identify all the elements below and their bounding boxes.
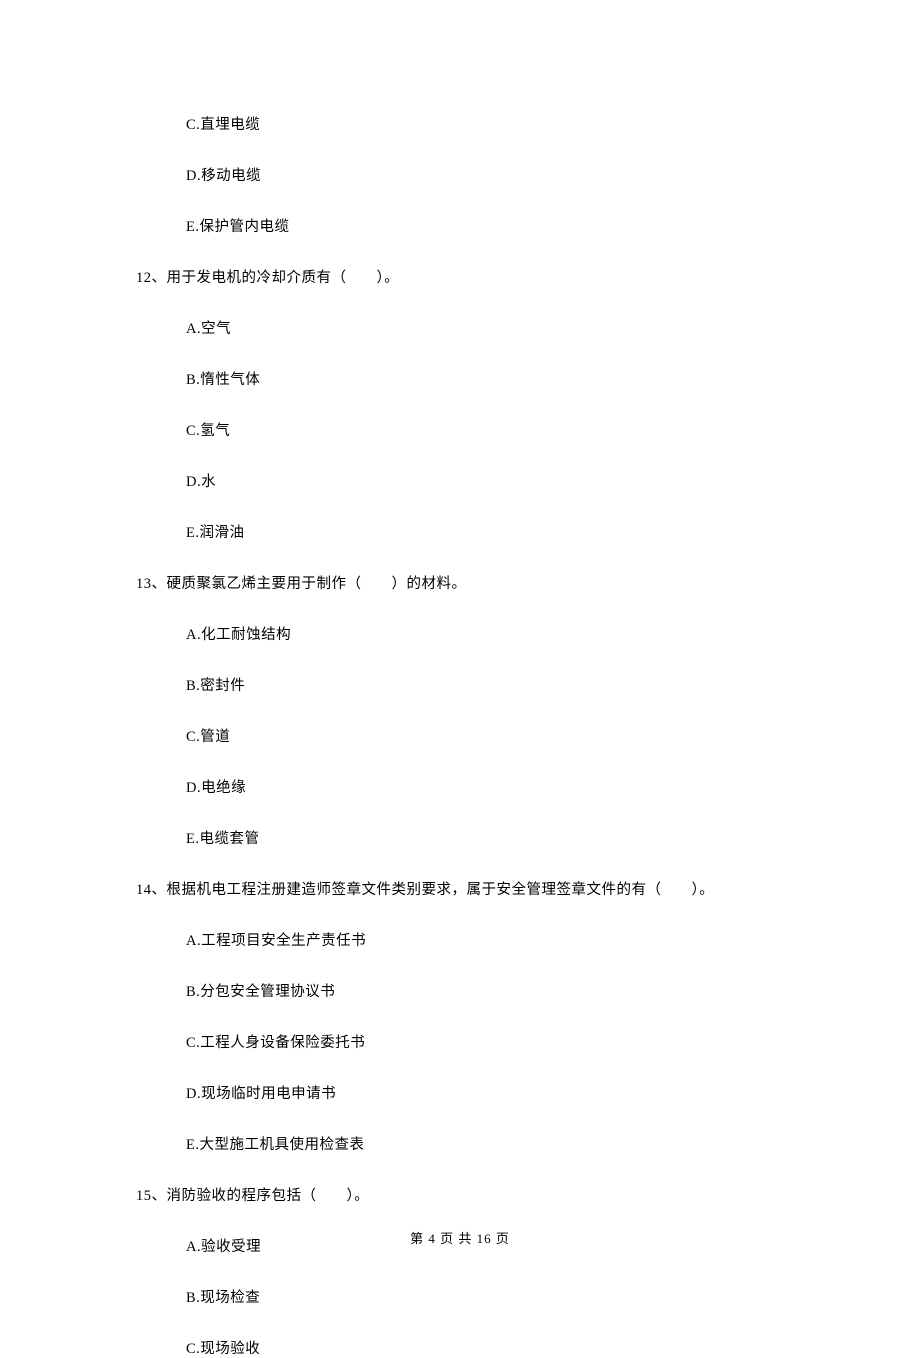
question-number: 12、 bbox=[136, 270, 167, 286]
page-footer: 第 4 页 共 16 页 bbox=[0, 1228, 920, 1247]
question-text: 用于发电机的冷却介质有（ ）。 bbox=[167, 270, 400, 286]
option-item: C.管道 bbox=[136, 725, 820, 746]
question-text: 根据机电工程注册建造师签章文件类别要求，属于安全管理签章文件的有（ ）。 bbox=[167, 882, 715, 898]
option-item: E.大型施工机具使用检查表 bbox=[136, 1133, 820, 1154]
option-item: B.惰性气体 bbox=[136, 368, 820, 389]
option-item: B.密封件 bbox=[136, 674, 820, 695]
option-item: D.水 bbox=[136, 470, 820, 491]
question-14: 14、根据机电工程注册建造师签章文件类别要求，属于安全管理签章文件的有（ ）。 bbox=[136, 878, 820, 899]
question-13: 13、硬质聚氯乙烯主要用于制作（ ）的材料。 bbox=[136, 572, 820, 593]
question-number: 15、 bbox=[136, 1188, 167, 1204]
option-item: B.现场检查 bbox=[136, 1286, 820, 1307]
question-number: 13、 bbox=[136, 576, 167, 592]
option-item: D.现场临时用电申请书 bbox=[136, 1082, 820, 1103]
question-15: 15、消防验收的程序包括（ ）。 bbox=[136, 1184, 820, 1205]
option-item: E.保护管内电缆 bbox=[136, 215, 820, 236]
question-text: 硬质聚氯乙烯主要用于制作（ ）的材料。 bbox=[167, 576, 467, 592]
option-item: A.工程项目安全生产责任书 bbox=[136, 929, 820, 950]
option-item: E.润滑油 bbox=[136, 521, 820, 542]
option-item: C.氢气 bbox=[136, 419, 820, 440]
option-item: C.工程人身设备保险委托书 bbox=[136, 1031, 820, 1052]
question-number: 14、 bbox=[136, 882, 167, 898]
option-item: C.现场验收 bbox=[136, 1337, 820, 1358]
option-item: A.空气 bbox=[136, 317, 820, 338]
option-item: D.移动电缆 bbox=[136, 164, 820, 185]
page-content: C.直埋电缆 D.移动电缆 E.保护管内电缆 12、用于发电机的冷却介质有（ ）… bbox=[0, 0, 920, 1358]
option-item: D.电绝缘 bbox=[136, 776, 820, 797]
option-item: A.化工耐蚀结构 bbox=[136, 623, 820, 644]
question-text: 消防验收的程序包括（ ）。 bbox=[167, 1188, 370, 1204]
option-item: E.电缆套管 bbox=[136, 827, 820, 848]
option-item: B.分包安全管理协议书 bbox=[136, 980, 820, 1001]
option-item: C.直埋电缆 bbox=[136, 113, 820, 134]
question-12: 12、用于发电机的冷却介质有（ ）。 bbox=[136, 266, 820, 287]
